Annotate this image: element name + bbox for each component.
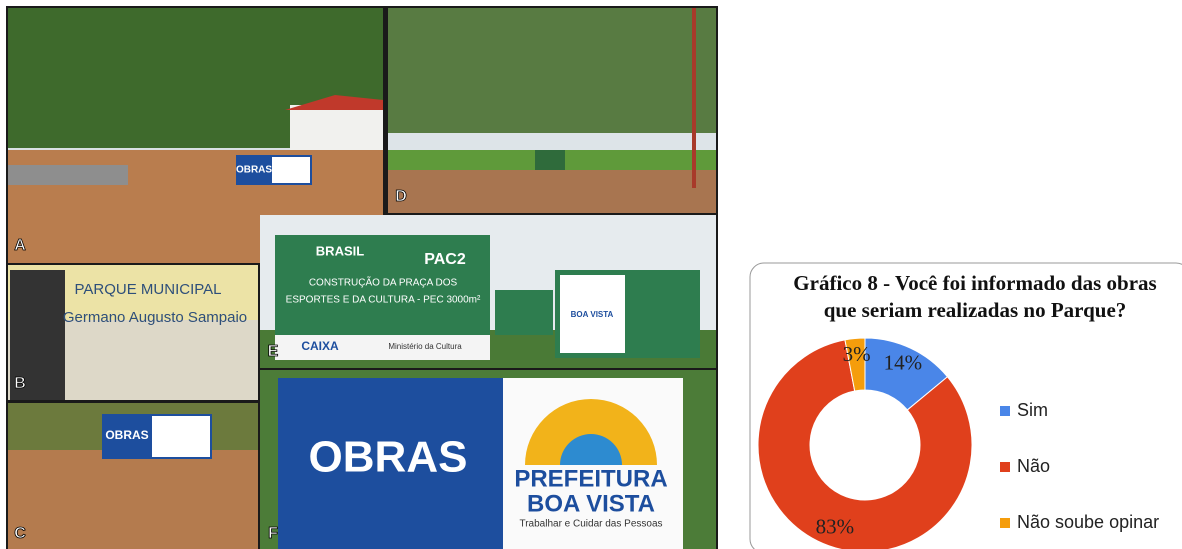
sign-text: PREFEITURA [514, 465, 667, 492]
sign-text: BOA VISTA [527, 490, 655, 517]
legend-marker [1000, 406, 1010, 416]
sign-text: BOA VISTA [571, 310, 614, 319]
photo-e: BRASIL PAC2 CONSTRUÇÃO DA PRAÇA DOS ESPO… [260, 215, 716, 368]
data-label: 14% [884, 350, 923, 374]
data-label: 3% [843, 342, 871, 366]
legend-label: Não soube opinar [1017, 512, 1159, 532]
legend-label: Não [1017, 456, 1050, 476]
panel-label: D [395, 188, 407, 205]
legend-marker [1000, 462, 1010, 472]
chart-title: Gráfico 8 - Você foi informado das obras… [790, 270, 1160, 324]
sign-text: ESPORTES E DA CULTURA - PEC 3000m² [286, 295, 481, 306]
sign-text: PAC2 [424, 251, 466, 268]
panel-label: F [268, 525, 278, 542]
legend-marker [1000, 518, 1010, 528]
sign-text: Ministério da Cultura [388, 342, 462, 351]
photo-f: OBRAS PREFEITURA BOA VISTA Trabalhar e C… [260, 370, 716, 549]
panel-label: B [14, 375, 26, 392]
sign-text: CAIXA [301, 339, 339, 353]
photo-c: OBRAS [8, 403, 258, 549]
sign-text: PARQUE MUNICIPAL [75, 281, 222, 298]
panel-label: E [268, 343, 279, 360]
sign-text: OBRAS [309, 433, 468, 482]
sign-text: CONSTRUÇÃO DA PRAÇA DOS [309, 276, 458, 289]
sign-text: OBRAS [105, 428, 148, 442]
page: OBRAS PARQUE MUNICIPAL Germano Augusto S… [0, 0, 1182, 549]
panel-label: A [14, 237, 26, 254]
photo-b: PARQUE MUNICIPAL Germano Augusto Sampaio [8, 265, 258, 400]
sign-text: OBRAS [236, 165, 272, 176]
legend-label: Sim [1017, 400, 1048, 420]
panel-label: C [14, 525, 26, 542]
sign-text: BRASIL [316, 243, 364, 258]
data-label: 83% [816, 515, 855, 539]
sign-text: Germano Augusto Sampaio [63, 309, 247, 326]
sign-text: Trabalhar e Cuidar das Pessoas [519, 519, 662, 530]
photo-d [388, 8, 716, 213]
